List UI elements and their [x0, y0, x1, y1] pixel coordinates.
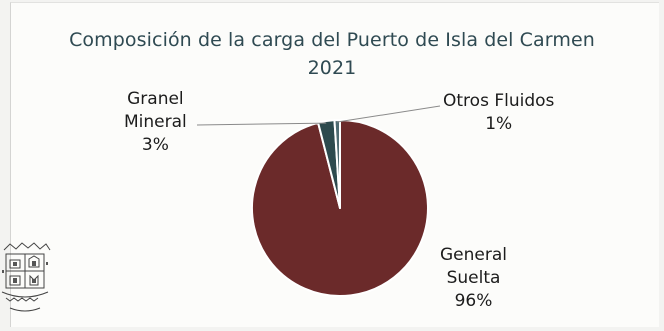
chart-subtitle: 2021: [307, 57, 357, 79]
leader-line: [196, 122, 327, 126]
slice-label-line: Otros Fluidos: [443, 91, 555, 111]
seal-stamp-icon: [1, 242, 51, 312]
slice-label-line: Suelta: [446, 268, 501, 288]
slice-label-line: Mineral: [124, 112, 187, 132]
slice-label-line: General: [440, 245, 507, 265]
leader-line: [337, 105, 441, 123]
chart-title: Composición de la carga del Puerto de Is…: [69, 29, 595, 51]
slice-label-otros-fluidos: Otros Fluidos 1%: [443, 90, 554, 136]
slice-percent-label: 96%: [454, 291, 493, 311]
slice-percent-label: 1%: [485, 114, 513, 134]
slice-percent-label: 3%: [141, 135, 169, 155]
slice-label-general-suelta: General Suelta 96%: [440, 244, 507, 313]
pie-slice: [333, 118, 341, 209]
slice-label-line: Granel: [127, 89, 184, 109]
slice-label-granel-mineral: Granel Mineral 3%: [124, 88, 187, 157]
